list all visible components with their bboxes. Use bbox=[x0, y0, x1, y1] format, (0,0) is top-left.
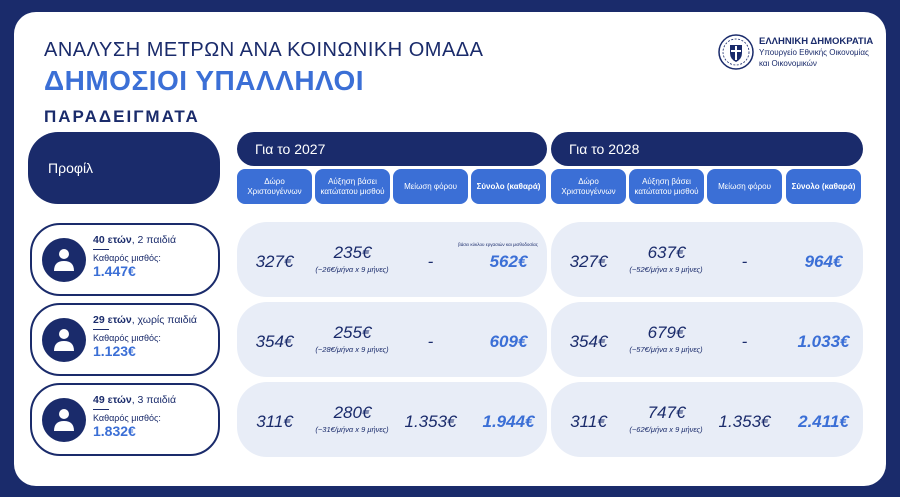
raise-note: (~26€/μήνα x 9 μήνες) bbox=[315, 265, 389, 274]
salary-value: 1.832€ bbox=[93, 423, 136, 439]
year-2028-header: Για το 2028 bbox=[551, 132, 863, 166]
ministry-logo-text: ΕΛΛΗΝΙΚΗ ΔΗΜΟΚΡΑΤΙΑ Υπουργείο Εθνικής Οι… bbox=[759, 36, 873, 69]
subheader-2028-total: Σύνολο (καθαρά) bbox=[786, 169, 861, 204]
logo-line-2: Υπουργείο Εθνικής Οικονομίας bbox=[759, 48, 869, 57]
data-row-2028 bbox=[551, 222, 863, 297]
profile-age: 40 ετών bbox=[93, 234, 132, 246]
raise-value: 679€ bbox=[647, 323, 686, 342]
profile-family: , χωρίς παιδιά bbox=[131, 314, 197, 326]
raise-value: 747€ bbox=[647, 403, 686, 422]
profile-family: , 2 παιδιά bbox=[131, 234, 177, 246]
subheader-2028-tax: Μείωση φόρου bbox=[707, 169, 782, 204]
total-value: 2.411€ bbox=[798, 412, 849, 431]
logo-line-3: και Οικονομικών bbox=[759, 59, 817, 68]
profile-family: , 3 παιδιά bbox=[131, 394, 177, 406]
tax-value: - bbox=[427, 332, 434, 351]
subheader-2028-gift: Δώρο Χριστουγέννων bbox=[551, 169, 626, 204]
raise-note: (~52€/μήνα x 9 μήνες) bbox=[629, 265, 703, 274]
subheader-2027-raise: Αύξηση βάσει κατώτατου μισθού bbox=[315, 169, 390, 204]
salary-value: 1.447€ bbox=[93, 263, 136, 279]
raise-value: 280€ bbox=[333, 403, 372, 422]
gift-value: 354€ bbox=[569, 332, 608, 351]
gift-value: 354€ bbox=[255, 332, 294, 351]
total-value: 609€ bbox=[489, 332, 528, 351]
raise-value: 637€ bbox=[647, 243, 686, 262]
profile-card: 49 ετών, 3 παιδιά Καθαρός μισθός: 1.832€ bbox=[30, 383, 220, 456]
total-value: 562€ bbox=[489, 252, 528, 271]
year-2027-header: Για το 2027 bbox=[237, 132, 547, 166]
profile-card: 40 ετών, 2 παιδιά Καθαρός μισθός: 1.447€ bbox=[30, 223, 220, 296]
raise-note: (~57€/μήνα x 9 μήνες) bbox=[629, 345, 703, 354]
section-title: ΠΑΡΑΔΕΙΓΜΑΤΑ bbox=[44, 107, 200, 126]
tax-value: - bbox=[741, 332, 748, 351]
data-row-2028 bbox=[551, 382, 863, 457]
raise-note: (~31€/μήνα x 9 μήνες) bbox=[315, 425, 389, 434]
subheader-2028-raise: Αύξηση βάσει κατώτατου μισθού bbox=[629, 169, 704, 204]
total-value: 1.944€ bbox=[482, 412, 535, 431]
total-value: 964€ bbox=[804, 252, 843, 271]
subheader-2027-total: Σύνολο (καθαρά) bbox=[471, 169, 546, 204]
raise-note: (~62€/μήνα x 9 μήνες) bbox=[629, 425, 703, 434]
profile-card: 29 ετών, χωρίς παιδιά Καθαρός μισθός: 1.… bbox=[30, 303, 220, 376]
subheader-2027-tax: Μείωση φόρου bbox=[393, 169, 468, 204]
data-row-2027 bbox=[237, 222, 547, 297]
salary-label: Καθαρός μισθός: bbox=[93, 253, 161, 263]
tax-value: - bbox=[741, 252, 748, 271]
raise-note: (~28€/μήνα x 9 μήνες) bbox=[315, 345, 389, 354]
subheader-2027-gift: Δώρο Χριστουγέννων bbox=[237, 169, 312, 204]
raise-value: 255€ bbox=[333, 323, 372, 342]
logo-line-1: ΕΛΛΗΝΙΚΗ ΔΗΜΟΚΡΑΤΙΑ bbox=[759, 36, 874, 47]
tax-value: - bbox=[427, 252, 434, 271]
profile-age: 29 ετών bbox=[93, 314, 132, 326]
user-icon bbox=[42, 318, 86, 362]
salary-value: 1.123€ bbox=[93, 343, 136, 359]
profile-column-header: Προφίλ bbox=[28, 132, 220, 204]
tax-value: 1.353€ bbox=[404, 412, 457, 431]
raise-value: 235€ bbox=[333, 243, 372, 262]
data-row-2027 bbox=[237, 382, 547, 457]
salary-label: Καθαρός μισθός: bbox=[93, 413, 161, 423]
profile-age: 49 ετών bbox=[93, 394, 132, 406]
gift-value: 327€ bbox=[255, 252, 294, 271]
data-row-2027 bbox=[237, 302, 547, 377]
footnote: βάσει κύκλου εργασιών και μισθοδοσίας bbox=[458, 242, 538, 247]
greek-coat-of-arms-icon bbox=[718, 34, 754, 70]
data-row-2028 bbox=[551, 302, 863, 377]
user-icon bbox=[42, 398, 86, 442]
page-title: ΑΝΑΛΥΣΗ ΜΕΤΡΩΝ ΑΝΑ ΚΟΙΝΩΝΙΚΗ ΟΜΑΔΑ bbox=[44, 39, 484, 61]
gift-value: 327€ bbox=[569, 252, 608, 271]
gift-value: 311€ bbox=[570, 412, 607, 431]
salary-label: Καθαρός μισθός: bbox=[93, 333, 161, 343]
total-value: 1.033€ bbox=[797, 332, 850, 351]
user-icon bbox=[42, 238, 86, 282]
gift-value: 311€ bbox=[256, 412, 293, 431]
tax-value: 1.353€ bbox=[718, 412, 771, 431]
page-subtitle: ΔΗΜΟΣΙΟΙ ΥΠΑΛΛΗΛΟΙ bbox=[44, 65, 365, 96]
